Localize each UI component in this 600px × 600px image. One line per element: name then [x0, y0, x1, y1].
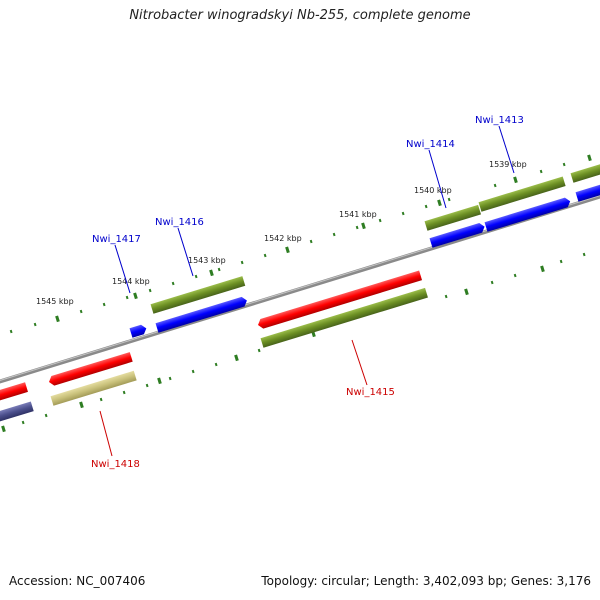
tick	[309, 239, 313, 244]
tick	[125, 295, 129, 300]
tick	[582, 252, 586, 257]
leader-line-nwi-1417	[114, 244, 131, 294]
gene-nwi-1416[interactable]	[155, 296, 249, 333]
leader-line-nwi-1415	[351, 339, 368, 386]
tick	[493, 183, 497, 188]
gene-nwi-1418[interactable]	[48, 352, 133, 387]
tick	[168, 376, 172, 381]
tick	[263, 253, 267, 258]
tick	[209, 269, 214, 277]
tick	[33, 322, 37, 327]
tick	[447, 197, 451, 202]
tick	[562, 162, 566, 167]
leader-lines	[99, 125, 515, 457]
tick	[44, 413, 48, 418]
tick	[79, 401, 84, 409]
gene-count-label: Genes: 3,176	[503, 574, 591, 588]
tick	[234, 354, 239, 362]
tick-track-upper	[9, 154, 592, 334]
scale-label: 1539 kbp	[489, 160, 527, 169]
tick	[240, 260, 244, 265]
topology-label: Topology: circular	[261, 574, 366, 588]
tick	[157, 377, 162, 385]
tick	[191, 369, 195, 374]
tick	[401, 211, 405, 216]
gene-label-nwi-1417[interactable]: Nwi_1417	[92, 234, 141, 245]
leader-line-nwi-1418	[99, 410, 113, 457]
tick	[194, 274, 198, 279]
tick	[145, 383, 149, 388]
tick	[437, 199, 442, 207]
tick	[122, 390, 126, 395]
tick	[171, 281, 175, 286]
leader-line-nwi-1416	[177, 227, 194, 277]
tick	[355, 225, 359, 230]
gene-label-nwi-1415[interactable]: Nwi_1415	[346, 387, 395, 398]
length-label: Length: 3,402,093 bp	[366, 574, 503, 588]
gene-nwi-1418-lower[interactable]	[50, 370, 137, 406]
tick	[559, 259, 563, 264]
accession-label: Accession: NC_007406	[9, 574, 146, 588]
tick	[214, 362, 218, 367]
gene-label-nwi-1418[interactable]: Nwi_1418	[91, 459, 140, 470]
leader-line-nwi-1413	[498, 125, 515, 174]
tick	[587, 154, 592, 162]
tick	[9, 329, 13, 334]
gene-label-nwi-1413[interactable]: Nwi_1413	[475, 115, 524, 126]
gene-nwi-1414-upper[interactable]	[424, 204, 482, 231]
tick	[148, 288, 152, 293]
tick	[378, 218, 382, 223]
tick	[102, 302, 106, 307]
scale-label: 1543 kbp	[188, 256, 226, 265]
leader-line-nwi-1414	[428, 149, 447, 209]
tick	[21, 420, 25, 425]
gene-nwi-1413-upper[interactable]	[478, 176, 566, 212]
tick	[217, 267, 221, 272]
tick	[361, 222, 366, 230]
tick	[464, 288, 469, 296]
gene-label-nwi-1416[interactable]: Nwi_1416	[155, 217, 204, 228]
genome-summary: Topology: circularLength: 3,402,093 bpGe…	[261, 574, 591, 588]
gene-right-edge-upper[interactable]	[570, 161, 600, 183]
gene-left-edge[interactable]	[0, 382, 28, 402]
tick	[99, 397, 103, 402]
gene-label-nwi-1414[interactable]: Nwi_1414	[406, 139, 455, 150]
tick	[490, 280, 494, 285]
gene-nwi-1417[interactable]	[129, 324, 148, 338]
genes	[0, 161, 600, 423]
tick	[285, 246, 290, 254]
tick	[55, 315, 60, 323]
gene-nwi-1414[interactable]	[429, 222, 486, 248]
tick	[257, 348, 261, 353]
tick	[332, 232, 336, 237]
map-title: Nitrobacter winogradskyi Nb-255, complet…	[129, 8, 471, 23]
tick	[444, 294, 448, 299]
scale-label: 1544 kbp	[112, 277, 150, 286]
tick	[539, 169, 543, 174]
gene-nwi-1415[interactable]	[257, 270, 423, 330]
tick-track-lower	[1, 252, 586, 433]
gene-labels: Nwi_1413 Nwi_1414 Nwi_1415 Nwi_1416 Nwi_…	[91, 115, 524, 470]
gene-right-edge[interactable]	[575, 180, 600, 202]
scale-label: 1542 kbp	[264, 234, 302, 243]
tick	[424, 204, 428, 209]
scale-label: 1540 kbp	[414, 186, 452, 195]
gene-nwi-1415-lower[interactable]	[260, 287, 428, 348]
scale-labels: 1539 kbp 1540 kbp 1541 kbp 1542 kbp 1543…	[36, 160, 527, 306]
gene-nwi-1416-upper[interactable]	[150, 276, 246, 314]
scale-label: 1545 kbp	[36, 297, 74, 306]
tick	[540, 265, 545, 273]
scale-label: 1541 kbp	[339, 210, 377, 219]
gene-left-edge-lower[interactable]	[0, 401, 34, 423]
tick	[513, 273, 517, 278]
gene-nwi-1413[interactable]	[484, 196, 572, 232]
tick	[133, 292, 138, 300]
tick	[79, 309, 83, 314]
tick	[1, 425, 6, 433]
tick	[513, 176, 518, 184]
